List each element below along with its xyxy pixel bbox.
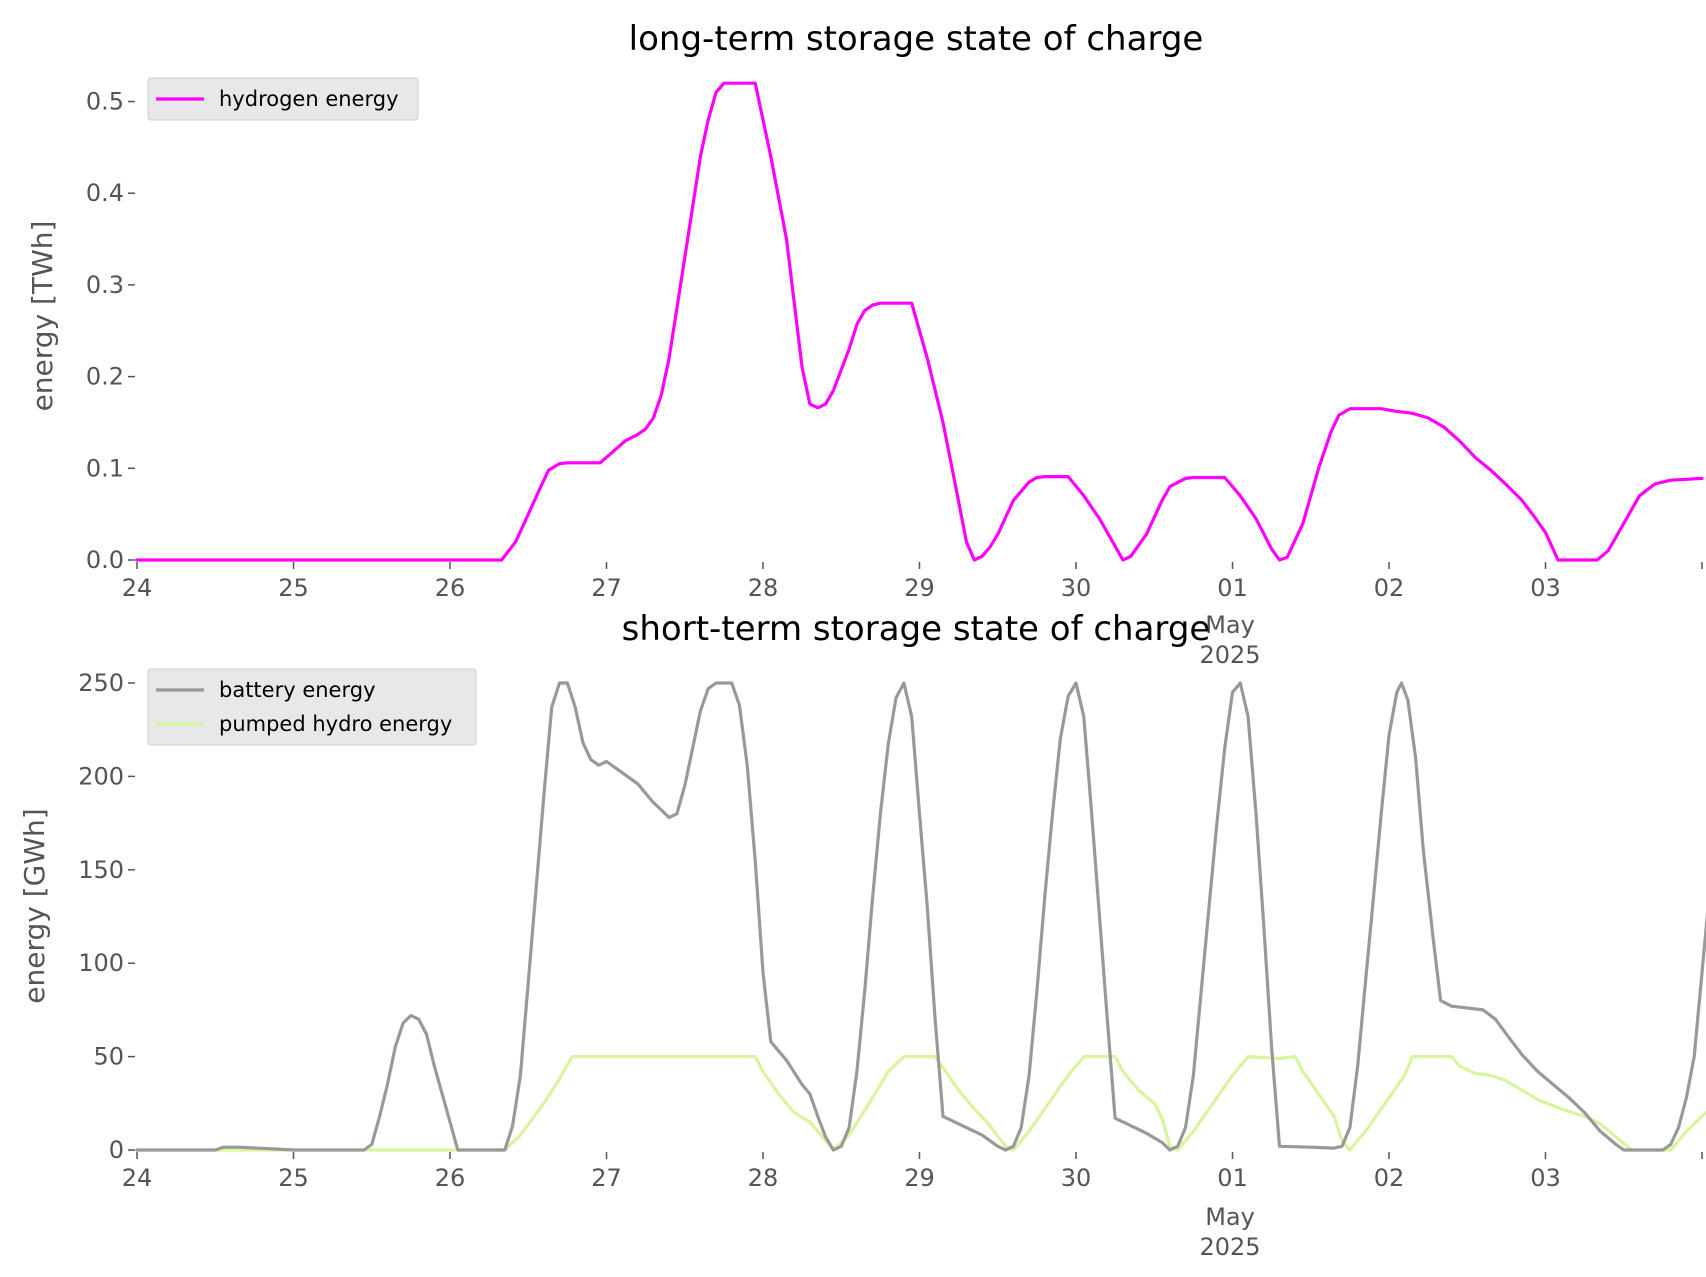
chart-title-short-term: short-term storage state of charge: [622, 609, 1211, 649]
x-tick-label: 25: [278, 1164, 309, 1192]
legend-label-pumped-hydro: pumped hydro energy: [219, 712, 452, 736]
x-tick-label: 30: [1061, 574, 1092, 602]
y-tick-label: 0.3: [86, 271, 124, 299]
y-tick-label: 150: [78, 856, 124, 884]
x-tick-label: 26: [435, 574, 466, 602]
x-tick-label: 29: [904, 1164, 935, 1192]
x-ticks-short-term: 24 25 26 27 28 29 30 01 02 03: [122, 1152, 1703, 1192]
x-tick-label: 30: [1061, 1164, 1092, 1192]
x-tick-label: 29: [904, 574, 935, 602]
legend-long-term: hydrogen energy: [147, 77, 419, 121]
series-group-short-term: [135, 681, 1706, 1152]
series-group-long-term: [135, 81, 1704, 562]
y-tick-label: 0.4: [86, 179, 124, 207]
legend-box: [147, 77, 419, 121]
y-tick-label: 0.2: [86, 363, 124, 391]
x-tick-label: 28: [748, 1164, 779, 1192]
y-tick-label: 0: [109, 1136, 124, 1164]
x-tick-label: 28: [748, 574, 779, 602]
x-date-label-short-term: May 2025: [1199, 1203, 1260, 1261]
y-ticks-long-term: 0.0 0.1 0.2 0.3 0.4 0.5: [86, 88, 135, 574]
legend-label-battery: battery energy: [219, 678, 376, 702]
series-line-battery-energy: [135, 681, 1706, 1152]
x-month-label: May: [1205, 1203, 1255, 1231]
chart-title-long-term: long-term storage state of charge: [629, 19, 1204, 59]
y-tick-label: 0.5: [86, 88, 124, 116]
x-date-label-long-term: May 2025: [1199, 611, 1260, 669]
x-tick-label: 02: [1374, 1164, 1405, 1192]
x-tick-label: 26: [435, 1164, 466, 1192]
x-tick-label: 03: [1530, 1164, 1561, 1192]
x-tick-label: 25: [278, 574, 309, 602]
x-year-label: 2025: [1199, 641, 1260, 669]
x-tick-label: 24: [122, 574, 153, 602]
chart-short-term: short-term storage state of charge energ…: [18, 609, 1706, 1261]
legend-label-hydrogen: hydrogen energy: [219, 87, 399, 111]
y-tick-label: 200: [78, 762, 124, 790]
x-year-label: 2025: [1199, 1233, 1260, 1261]
x-tick-label: 01: [1217, 1164, 1248, 1192]
y-tick-label: 250: [78, 669, 124, 697]
x-tick-label: 27: [591, 1164, 622, 1192]
x-tick-label: 01: [1217, 574, 1248, 602]
legend-box: [147, 668, 477, 746]
x-month-label: May: [1205, 611, 1255, 639]
y-ticks-short-term: 0 50 100 150 200 250: [78, 669, 135, 1164]
series-line-hydrogen-energy: [135, 81, 1704, 562]
x-tick-label: 27: [591, 574, 622, 602]
y-axis-label-long-term: energy [TWh]: [26, 221, 59, 412]
y-tick-label: 50: [93, 1043, 124, 1071]
y-tick-label: 0.0: [86, 546, 124, 574]
x-ticks-long-term: 24 25 26 27 28 29 30 01 02 03: [122, 562, 1703, 602]
chart-long-term: long-term storage state of charge energy…: [26, 19, 1704, 669]
legend-short-term: battery energy pumped hydro energy: [147, 668, 477, 746]
x-tick-label: 24: [122, 1164, 153, 1192]
y-axis-label-short-term: energy [GWh]: [18, 808, 51, 1003]
y-tick-label: 0.1: [86, 454, 124, 482]
x-tick-label: 02: [1374, 574, 1405, 602]
y-tick-label: 100: [78, 949, 124, 977]
x-tick-label: 03: [1530, 574, 1561, 602]
